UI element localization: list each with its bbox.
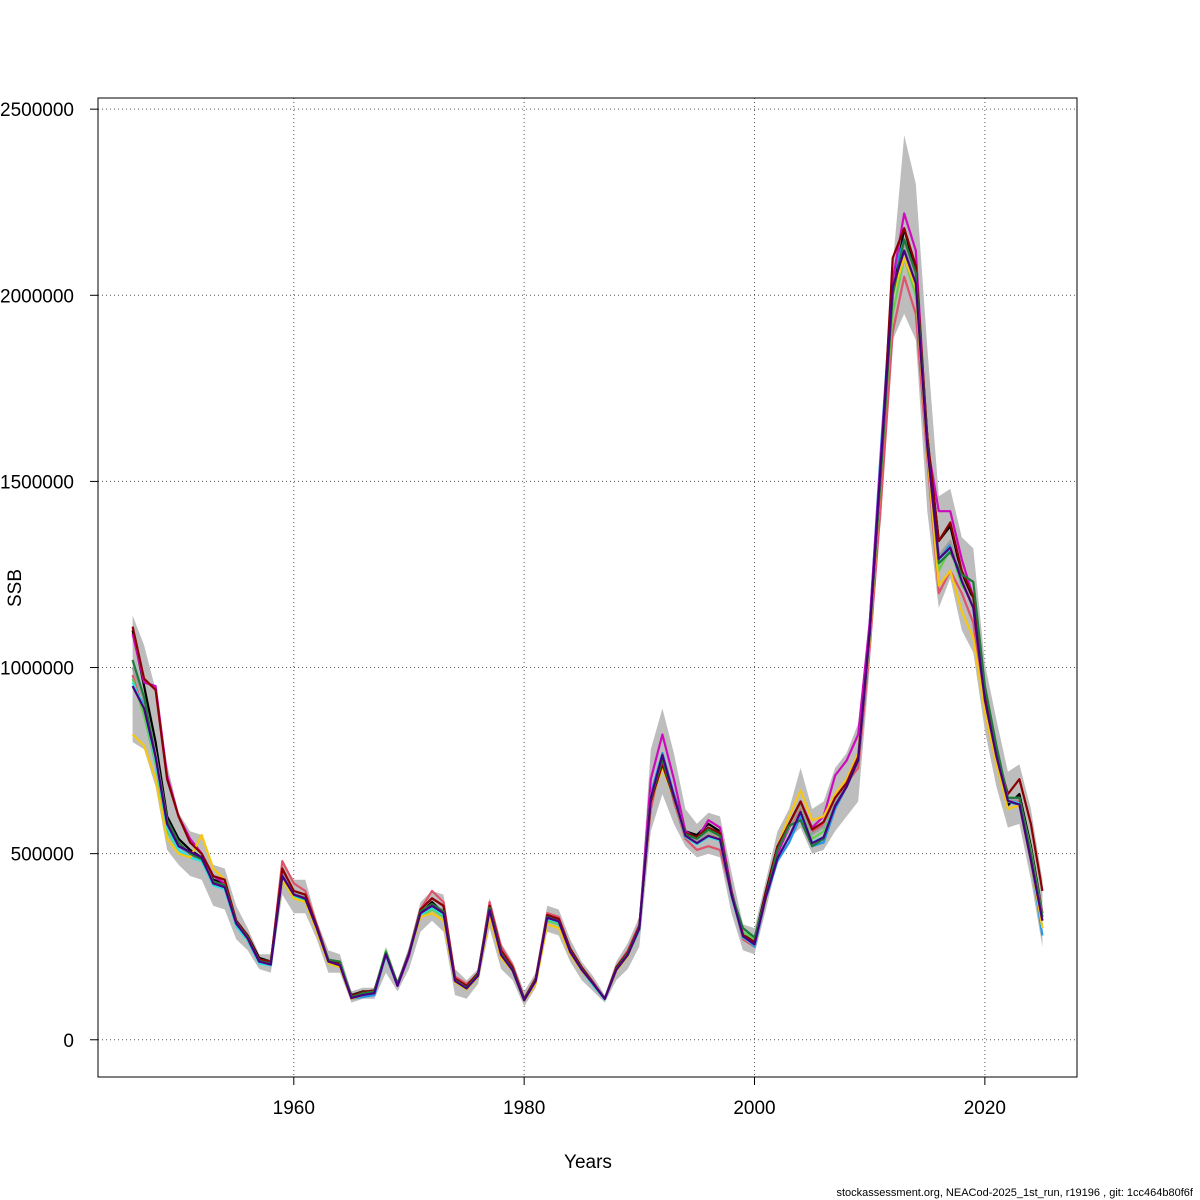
series-line-6: [131, 212, 1044, 1000]
y-axis-label: SSB: [5, 569, 26, 607]
y-tick-label: 2500000: [0, 100, 74, 121]
x-axis: 1960 1980 2000 2020: [273, 1077, 1006, 1119]
y-tick-label: 2000000: [0, 286, 74, 307]
series-line-5: [131, 249, 1044, 1002]
series-line-4: [131, 238, 1044, 1002]
y-tick-label: 0: [63, 1031, 74, 1052]
series-line-1: [131, 227, 1044, 1000]
x-tick-label: 1980: [503, 1098, 545, 1119]
x-axis-label: Years: [564, 1152, 612, 1173]
series-line-2: [131, 275, 1044, 1000]
y-axis: 0 500000 1000000 1500000 2000000 2500000: [0, 100, 98, 1052]
x-tick-label: 2020: [964, 1098, 1006, 1119]
series-line-11: [131, 249, 1044, 1002]
series-line-9: [131, 227, 1044, 1000]
series-lines: [131, 212, 1044, 1002]
series-line-8: [131, 242, 1044, 1001]
series-line-10: [131, 238, 1044, 1001]
x-tick-label: 1960: [273, 1098, 315, 1119]
series-line-7: [131, 257, 1044, 1002]
series-line-3: [131, 257, 1044, 1002]
x-tick-label: 2000: [733, 1098, 775, 1119]
y-tick-label: 1000000: [0, 659, 74, 680]
y-tick-label: 1500000: [0, 472, 74, 493]
footer-caption: stockassessment.org, NEACod-2025_1st_run…: [837, 1187, 1194, 1199]
y-tick-label: 500000: [11, 845, 74, 866]
plot-frame: [97, 97, 1078, 1078]
